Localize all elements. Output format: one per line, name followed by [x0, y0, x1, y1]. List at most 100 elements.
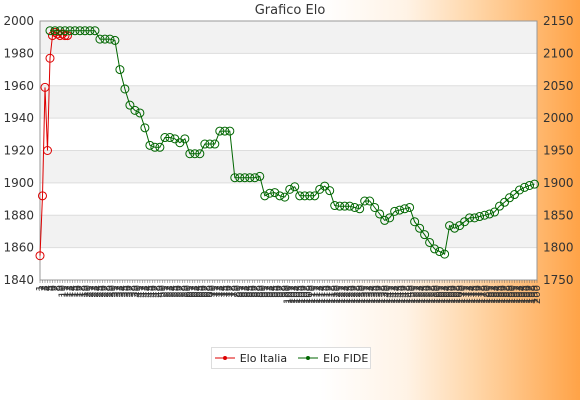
x-tick-label: 187	[500, 285, 511, 304]
x-tick-label: 157	[425, 285, 436, 304]
data-point	[240, 173, 250, 183]
x-tick-label: 197	[525, 285, 536, 304]
x-tick-label: 83	[240, 285, 251, 298]
x-tick-label: 113	[315, 285, 326, 304]
x-tick-label: 56	[172, 285, 183, 298]
data-point	[310, 191, 320, 201]
x-tick-label: 120	[332, 285, 343, 304]
x-tick-label: 79	[230, 285, 241, 298]
x-tick-label: 36	[122, 285, 133, 298]
x-tick-label: 96	[272, 285, 283, 298]
data-point	[380, 215, 390, 225]
x-tick-label: 191	[510, 285, 521, 304]
y-tick-left: 1920	[3, 144, 34, 158]
data-point	[395, 205, 405, 215]
x-tick-label: 184	[492, 285, 503, 304]
data-point	[275, 191, 285, 201]
data-point	[40, 82, 50, 92]
data-point	[390, 206, 400, 216]
x-tick-label: 160	[432, 285, 443, 304]
x-tick-label: 23	[90, 285, 101, 298]
data-point	[100, 34, 110, 44]
data-point	[80, 26, 90, 36]
x-tick-label: 9	[55, 285, 66, 291]
x-tick-label: 67	[200, 285, 211, 298]
x-tick-label: 41	[135, 285, 146, 298]
x-tick-label: 179	[480, 285, 491, 304]
left-axis: 1840 1860 1880 1900 1920 1940 1960 1980 2000	[3, 14, 34, 287]
data-point	[115, 65, 125, 75]
x-tick-label: 39	[130, 285, 141, 298]
x-tick-label: 111	[310, 285, 321, 304]
x-tick-label: 105	[295, 285, 306, 304]
x-tick-label: 182	[487, 285, 498, 304]
x-tick-label: 65	[195, 285, 206, 298]
data-point	[270, 188, 280, 198]
x-tick-label: 115	[320, 285, 331, 304]
x-tick-label: 5	[45, 285, 56, 291]
x-tick-label: 126	[347, 285, 358, 304]
x-tick-label: 33	[115, 285, 126, 298]
data-point	[135, 108, 145, 118]
x-tick-label: 84	[242, 285, 253, 298]
x-tick-label: 103	[290, 285, 301, 304]
x-tick-label: 102	[287, 285, 298, 304]
data-point	[150, 142, 160, 152]
x-tick-label: 66	[197, 285, 208, 298]
x-tick-label: 108	[302, 285, 313, 304]
x-tick-label: 21	[85, 285, 96, 298]
data-point	[295, 191, 305, 201]
y-tick-right: 2150	[543, 14, 574, 28]
data-point	[250, 173, 260, 183]
data-point	[385, 213, 395, 223]
grid-band	[40, 21, 537, 54]
x-tick-label: 8	[52, 285, 63, 291]
data-point	[370, 202, 380, 212]
x-tick-label: 100	[282, 285, 293, 304]
right-axis: 1750 1800 1850 1900 1950 2000 2050 2100 2150	[543, 14, 574, 287]
data-point	[365, 196, 375, 206]
x-tick-label: 94	[267, 285, 278, 298]
x-tick-label: 49	[155, 285, 166, 298]
series-line-elo-fide	[50, 30, 535, 255]
data-point	[450, 223, 460, 233]
x-tick-label: 119	[330, 285, 341, 304]
x-tick-label: 127	[350, 285, 361, 304]
data-point	[375, 209, 385, 219]
x-tick-label: 37	[125, 285, 136, 298]
data-point	[530, 179, 540, 189]
data-point	[145, 140, 155, 150]
x-tick-label: 145	[395, 285, 406, 304]
x-tick-label: 185	[495, 285, 506, 304]
x-tick-label: 137	[375, 285, 386, 304]
data-point	[180, 134, 190, 144]
x-tick-label: 98	[277, 285, 288, 298]
x-tick-label: 10	[57, 285, 68, 298]
x-tick-label: 77	[225, 285, 236, 298]
x-tick-label: 61	[185, 285, 196, 298]
data-point	[280, 192, 290, 202]
grid-band	[40, 85, 537, 119]
x-tick-label: 118	[327, 285, 338, 304]
y-tick-left: 1860	[3, 241, 34, 255]
legend: Elo Italia Elo FIDE	[211, 347, 371, 369]
data-point	[55, 26, 65, 36]
x-tick-label: 107	[300, 285, 311, 304]
x-tick-label: 63	[190, 285, 201, 298]
data-point	[45, 53, 55, 63]
data-point	[220, 126, 230, 136]
data-point	[62, 31, 72, 41]
data-point	[325, 186, 335, 196]
y-tick-left: 1960	[3, 79, 34, 93]
y-tick-right: 1800	[543, 241, 574, 255]
x-tick-label: 90	[257, 285, 268, 298]
x-tick-label: 165	[445, 285, 456, 304]
x-tick-label: 54	[167, 285, 178, 298]
plot-frame	[39, 20, 538, 281]
x-tick-label: 122	[337, 285, 348, 304]
data-point	[505, 193, 515, 203]
x-tick-label: 129	[355, 285, 366, 304]
x-tick-label: 136	[372, 285, 383, 304]
x-tick-label: 149	[405, 285, 416, 304]
data-point	[245, 173, 255, 183]
